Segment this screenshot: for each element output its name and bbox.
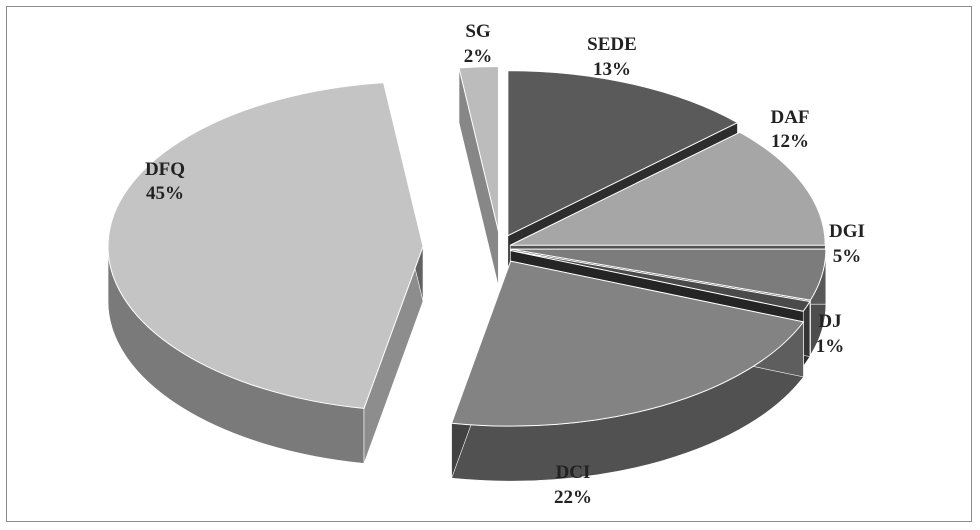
slice-dci — [450, 260, 805, 427]
slice-daf — [510, 131, 826, 246]
slice-value-sede: 13% — [593, 59, 631, 80]
slice-value-daf: 12% — [771, 131, 809, 152]
slice-dfq — [107, 82, 424, 409]
slice-value-dgi: 5% — [833, 246, 862, 267]
slice-label-sg: SG — [465, 21, 491, 42]
slice-label-dci: DCI — [556, 462, 591, 483]
slice-label-dfq: DFQ — [145, 159, 185, 180]
slice-sg — [458, 66, 499, 232]
slice-label-sede: SEDE — [587, 34, 637, 55]
slice-dj — [510, 250, 811, 312]
slice-label-daf: DAF — [770, 107, 809, 128]
pie-labels: SEDE 13% DAF 12% DGI 5% DJ 1% DCI 22% DF… — [145, 21, 865, 508]
slice-label-dgi: DGI — [829, 221, 865, 242]
slice-value-dfq: 45% — [146, 183, 184, 204]
pie-tops — [107, 66, 827, 427]
slice-value-sg: 2% — [464, 46, 493, 67]
slice-sede — [507, 70, 739, 237]
slice-value-dj: 1% — [816, 336, 845, 357]
slice-dgi — [510, 248, 827, 301]
slice-label-dj: DJ — [818, 311, 841, 332]
slice-value-dci: 22% — [554, 487, 592, 508]
